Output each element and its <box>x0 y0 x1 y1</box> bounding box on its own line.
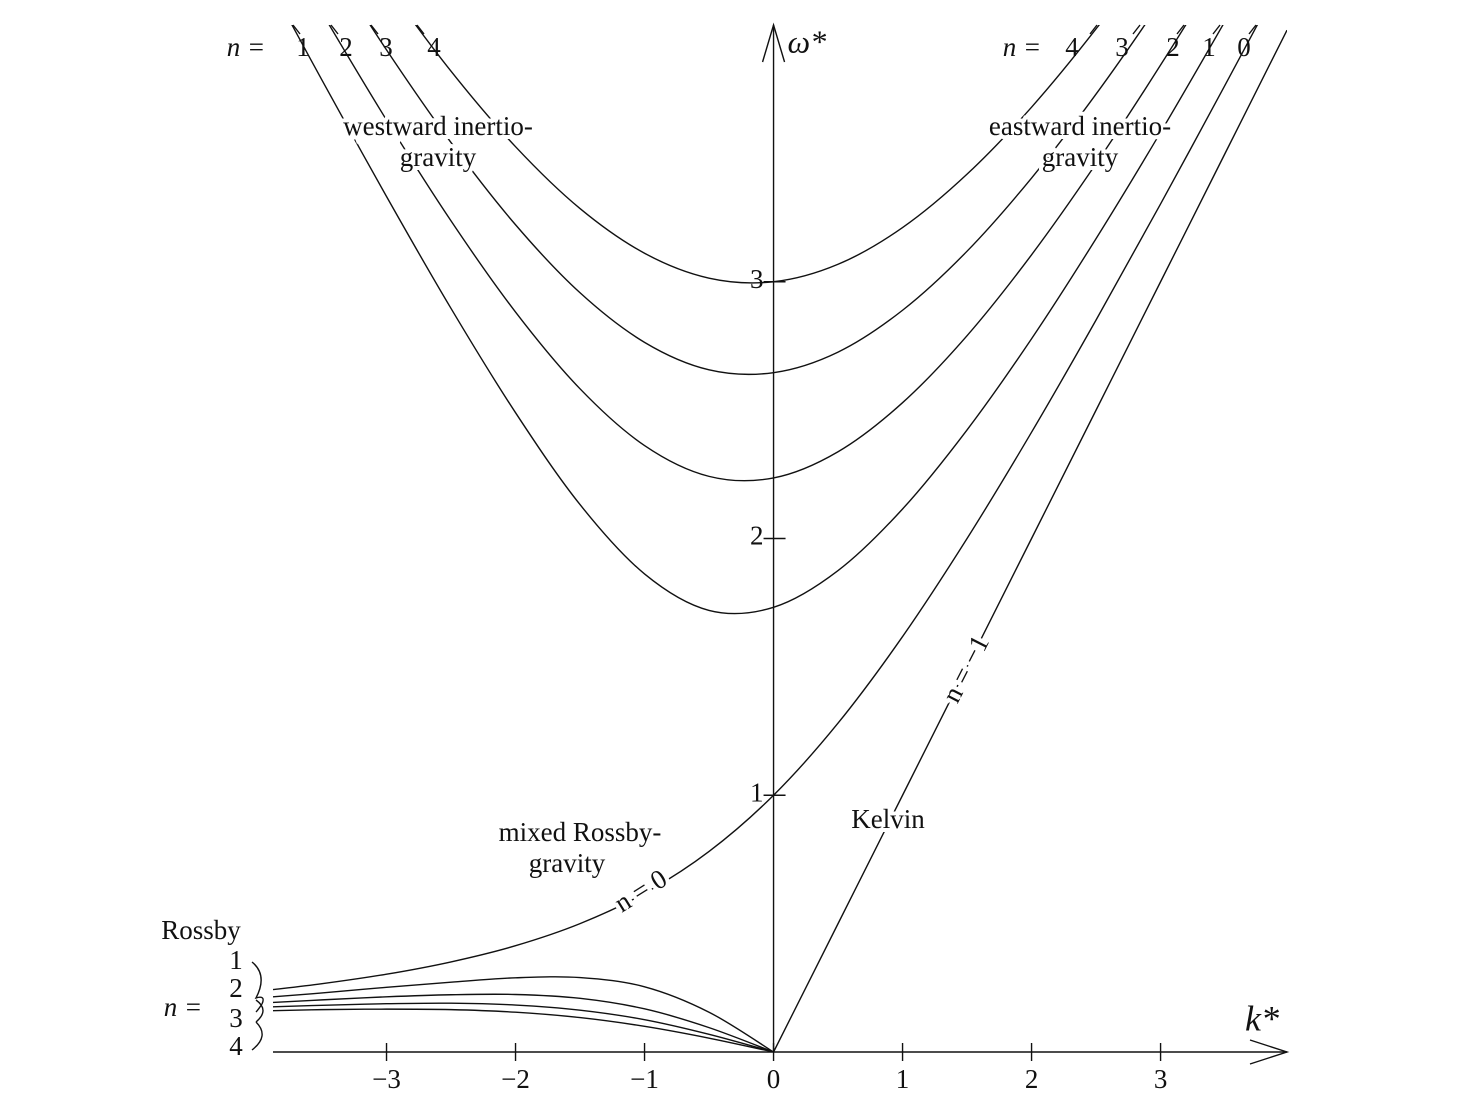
rossby-braces <box>251 961 264 1051</box>
y-tick-label: 2 <box>750 521 764 551</box>
y-axis-label: ω* <box>788 23 827 59</box>
line-curve <box>291 25 1224 615</box>
leader-mark <box>330 24 339 35</box>
x-tick-label: 0 <box>767 1064 781 1094</box>
annotation: n = 0 <box>609 863 672 918</box>
brace <box>251 1021 263 1051</box>
curves <box>273 25 1287 1053</box>
leader-marks <box>292 24 1257 35</box>
annotation: 1 <box>296 32 310 62</box>
leader-mark <box>416 24 425 35</box>
annotation: 3 <box>379 32 393 62</box>
brace <box>251 961 264 1005</box>
leader-mark <box>1212 24 1221 35</box>
annotation: n = <box>164 992 202 1022</box>
annotation: 2 <box>1166 32 1180 62</box>
annotation: n = <box>227 32 265 62</box>
brace <box>255 1003 263 1013</box>
annotation: 4 <box>229 1031 243 1061</box>
line-curve <box>273 1008 774 1053</box>
x-tick-label: −1 <box>630 1064 659 1094</box>
annotation: 4 <box>427 32 441 62</box>
y-tick-label: 3 <box>750 264 764 294</box>
line-curve <box>772 29 1287 1053</box>
y-axis-arrow <box>761 22 786 63</box>
line-curve <box>369 25 1146 376</box>
annotation: westward inertio- <box>343 111 533 141</box>
annotation: 4 <box>1065 32 1079 62</box>
annotation: 1 <box>1202 32 1216 62</box>
annotation: 3 <box>229 1003 243 1033</box>
annotation: gravity <box>529 848 606 878</box>
leader-mark <box>1248 24 1257 35</box>
annotation: Rossby <box>161 915 241 945</box>
x-tick-label: 3 <box>1154 1064 1168 1094</box>
annotation: 2 <box>339 32 353 62</box>
annotation: 2 <box>229 973 243 1003</box>
x-axis-label: k* <box>1245 998 1279 1038</box>
annotation: Kelvin <box>851 804 925 834</box>
brace <box>255 999 264 1023</box>
x-tick-label: 1 <box>896 1064 910 1094</box>
line-curve <box>273 1002 774 1053</box>
leader-mark <box>1176 24 1185 35</box>
annotation: n = <box>1003 32 1041 62</box>
annotation: 0 <box>1237 32 1251 62</box>
x-tick-label: −3 <box>372 1064 401 1094</box>
annotation: 1 <box>229 945 243 975</box>
line-curve <box>273 25 1259 991</box>
annotation: gravity <box>1042 142 1119 172</box>
annotation: 3 <box>1115 32 1129 62</box>
annotation: n = −1 <box>936 630 995 707</box>
x-tick-label: 2 <box>1025 1064 1039 1094</box>
leader-mark <box>292 24 301 35</box>
line-curve <box>273 993 774 1053</box>
annotation: eastward inertio- <box>989 111 1171 141</box>
x-axis-arrow <box>1249 1039 1290 1065</box>
leader-mark <box>1089 24 1098 35</box>
line-curve <box>273 976 774 1053</box>
line-curve <box>414 25 1100 284</box>
line-curve <box>328 25 1187 482</box>
leader-mark <box>370 24 379 35</box>
y-tick-label: 1 <box>750 777 764 807</box>
annotation: gravity <box>400 142 477 172</box>
annotation: mixed Rossby- <box>499 817 662 847</box>
x-tick-label: −2 <box>501 1064 530 1094</box>
leader-mark <box>1132 24 1141 35</box>
